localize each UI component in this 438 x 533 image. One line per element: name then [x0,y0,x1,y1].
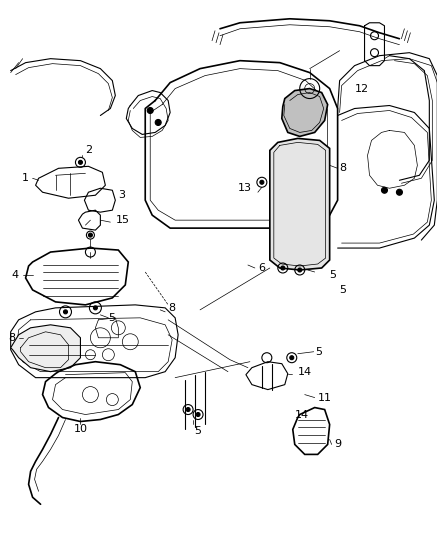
Circle shape [281,266,285,270]
Text: 5: 5 [108,313,115,323]
Text: 5: 5 [330,270,337,280]
Text: 1: 1 [21,173,28,183]
Text: 4: 4 [11,270,19,280]
Text: 12: 12 [355,84,369,94]
Text: 5: 5 [339,285,346,295]
Circle shape [290,356,294,360]
Text: 14: 14 [298,367,312,377]
Text: 9: 9 [335,439,342,449]
Text: 8: 8 [168,303,175,313]
Text: 6: 6 [258,263,265,273]
Text: 14: 14 [295,409,309,419]
Circle shape [78,160,82,164]
Circle shape [88,233,92,237]
Circle shape [196,413,200,416]
Circle shape [64,310,67,314]
Text: 15: 15 [115,215,129,225]
Text: 8: 8 [9,333,16,343]
Polygon shape [11,325,81,372]
Text: 8: 8 [339,163,347,173]
Text: 5: 5 [314,347,321,357]
Circle shape [381,187,388,193]
Polygon shape [282,88,328,136]
Text: 11: 11 [318,393,332,402]
Circle shape [155,119,161,125]
Polygon shape [270,139,330,270]
Text: 13: 13 [238,183,252,193]
Text: 10: 10 [74,424,88,434]
Circle shape [396,189,403,195]
Circle shape [147,108,153,114]
Circle shape [298,268,302,272]
Text: 2: 2 [85,146,92,155]
Circle shape [260,180,264,184]
Circle shape [186,408,190,411]
Text: 3: 3 [118,190,125,200]
Text: 5: 5 [194,426,201,437]
Circle shape [93,306,97,310]
